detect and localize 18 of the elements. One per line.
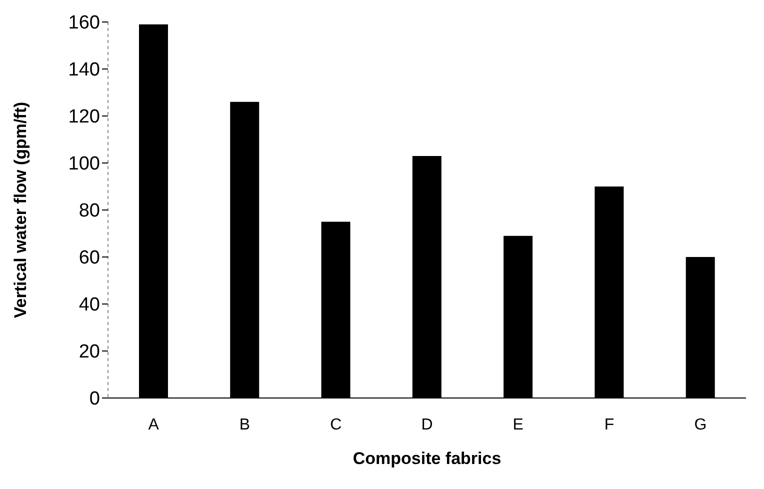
y-axis-title: Vertical water flow (gpm/ft): [11, 102, 30, 318]
y-tick-label: 40: [78, 294, 100, 316]
x-tick-label: E: [512, 416, 524, 434]
y-tick-label: 0: [89, 388, 100, 410]
x-tick-label: B: [239, 416, 250, 434]
x-tick-label: F: [604, 416, 614, 434]
y-tick-label: 140: [68, 60, 100, 81]
y-tick-label: 80: [78, 200, 100, 222]
y-tick-label: 20: [78, 342, 100, 363]
y-tick-label: 100: [68, 154, 100, 175]
x-tick-label: D: [421, 416, 433, 434]
x-axis-title: Composite fabrics: [352, 449, 502, 468]
y-tick-label: 120: [68, 106, 100, 128]
x-tick-label: C: [330, 416, 342, 434]
y-tick-label: 160: [68, 12, 100, 34]
y-tick-label: 60: [78, 248, 100, 269]
x-tick-label: G: [694, 416, 707, 434]
x-tick-label: A: [148, 416, 160, 434]
